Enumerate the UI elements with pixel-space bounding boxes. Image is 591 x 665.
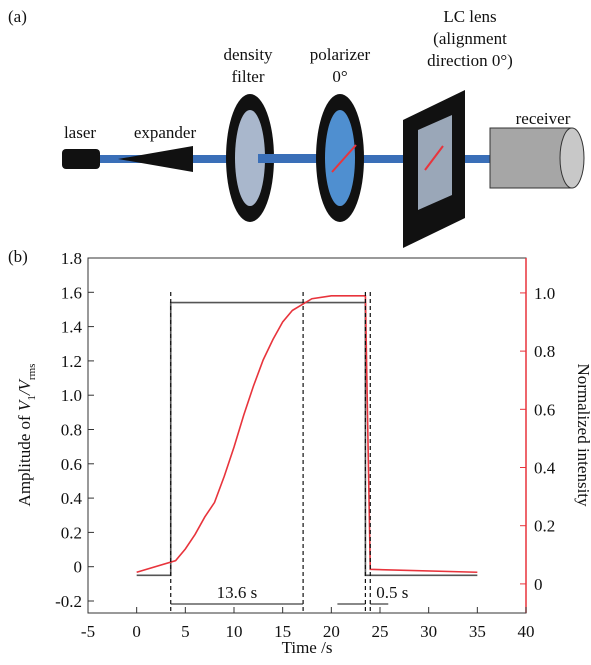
receiver [489, 127, 573, 189]
annotation: 13.6 s [217, 583, 258, 602]
y-tick-label: 1.2 [61, 352, 82, 371]
y2-tick-label: 0.2 [534, 517, 555, 536]
x-axis-label: Time /s [282, 638, 333, 657]
alignment-arrow [424, 145, 444, 171]
x-tick-label: 0 [132, 622, 141, 641]
x-tick-label: 35 [469, 622, 486, 641]
label: receiver [516, 109, 571, 128]
x-tick-label: 5 [181, 622, 190, 641]
polarization-arrow [331, 144, 357, 173]
x-tick-label: 10 [226, 622, 243, 641]
label: (alignment [433, 29, 507, 48]
label: expander [134, 123, 197, 142]
panel-label: (b) [8, 247, 28, 266]
panel-label: (a) [8, 7, 27, 26]
x-tick-label: 20 [323, 622, 340, 641]
label: laser [64, 123, 96, 142]
y2-axis-label: Normalized intensity [574, 363, 591, 507]
laser [62, 149, 100, 169]
y-tick-label: 0 [74, 558, 83, 577]
y2-tick-label: 1.0 [534, 284, 555, 303]
label: polarizer [310, 45, 371, 64]
y2-tick-label: 0 [534, 575, 543, 594]
x-tick-label: 40 [518, 622, 535, 641]
expander [118, 146, 193, 172]
y2-tick-label: 0.4 [534, 459, 556, 478]
label: direction 0°) [427, 51, 513, 70]
filter-glass [235, 110, 265, 206]
lc-cell [418, 115, 452, 210]
label: density [223, 45, 273, 64]
beam [258, 154, 338, 163]
y-tick-label: 1.6 [61, 283, 82, 302]
y-tick-label: 0.6 [61, 455, 82, 474]
plot-frame [87, 257, 527, 614]
line [136, 295, 478, 574]
x-tick-label: 15 [274, 622, 291, 641]
y-tick-label: 1.0 [61, 386, 82, 405]
line [136, 301, 478, 577]
label: 0° [332, 67, 347, 86]
label: LC lens [443, 7, 496, 26]
y-tick-label: 1.4 [61, 318, 83, 337]
y-tick-label: -0.2 [55, 592, 82, 611]
y-tick-label: 0.4 [61, 489, 83, 508]
y-tick-label: 0.8 [61, 420, 82, 439]
x-tick-label: 25 [372, 622, 389, 641]
polarizer-glass [325, 110, 355, 206]
label: filter [231, 67, 264, 86]
x-tick-label: -5 [81, 622, 95, 641]
y2-tick-label: 0.8 [534, 342, 555, 361]
y2-tick-label: 0.6 [534, 400, 555, 419]
annotation: 0.5 s [376, 583, 408, 602]
y-tick-label: 1.8 [61, 249, 82, 268]
y-axis-label: Amplitude of V1/Vrms [15, 364, 38, 507]
x-tick-label: 30 [420, 622, 437, 641]
receiver-face [559, 127, 585, 189]
y-tick-label: 0.2 [61, 523, 82, 542]
